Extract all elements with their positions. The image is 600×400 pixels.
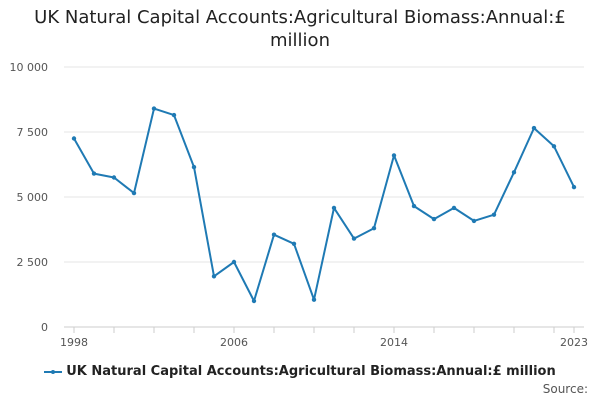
legend[interactable]: UK Natural Capital Accounts:Agricultural… <box>0 364 600 379</box>
chart-title-line-2: million <box>270 30 330 51</box>
data-point[interactable] <box>251 298 257 304</box>
data-point[interactable] <box>311 297 317 302</box>
data-point[interactable] <box>511 170 517 175</box>
chart-title-line-1: UK Natural Capital Accounts:Agricultural… <box>34 7 566 28</box>
legend-swatch-icon <box>44 366 63 378</box>
y-tick-label: 7 500 <box>17 126 49 139</box>
data-point[interactable] <box>571 184 577 190</box>
x-tick-label: 2014 <box>380 336 408 349</box>
grid-layer <box>64 66 584 328</box>
axis-layer: 0 2 500 5 000 7 500 10 000 1998 2006 2014 2023 <box>10 61 589 349</box>
data-point[interactable] <box>71 136 77 141</box>
data-point[interactable] <box>151 106 157 111</box>
data-point[interactable] <box>91 171 97 176</box>
data-point[interactable] <box>551 144 557 149</box>
data-point[interactable] <box>351 236 357 241</box>
data-point[interactable] <box>131 190 137 196</box>
data-point[interactable] <box>271 232 277 237</box>
point-layer <box>71 106 577 304</box>
x-tick-label: 2023 <box>560 336 588 349</box>
source-label: Source: <box>542 382 588 396</box>
data-point[interactable] <box>211 274 217 279</box>
y-tick-label: 0 <box>41 321 48 334</box>
data-point[interactable] <box>291 241 297 246</box>
chart-title: UK Natural Capital Accounts:Agricultural… <box>0 6 600 52</box>
data-point[interactable] <box>451 205 457 211</box>
data-point[interactable] <box>531 125 537 131</box>
data-point[interactable] <box>111 175 117 180</box>
series-line[interactable] <box>73 107 575 302</box>
data-point[interactable] <box>471 218 477 224</box>
data-point[interactable] <box>191 164 197 170</box>
y-tick-label: 2 500 <box>17 256 49 269</box>
data-point[interactable] <box>231 259 237 265</box>
data-point[interactable] <box>491 212 497 217</box>
data-point[interactable] <box>331 205 337 211</box>
data-point[interactable] <box>391 153 397 158</box>
x-tick-label: 2006 <box>220 336 248 349</box>
data-point[interactable] <box>371 226 377 231</box>
data-point[interactable] <box>431 216 437 222</box>
data-point[interactable] <box>411 203 417 209</box>
data-point[interactable] <box>171 112 177 118</box>
legend-label: UK Natural Capital Accounts:Agricultural… <box>66 364 556 379</box>
x-tick-label: 1998 <box>60 336 88 349</box>
y-tick-label: 5 000 <box>17 191 49 204</box>
series-layer <box>73 107 575 302</box>
y-tick-label: 10 000 <box>10 61 49 74</box>
